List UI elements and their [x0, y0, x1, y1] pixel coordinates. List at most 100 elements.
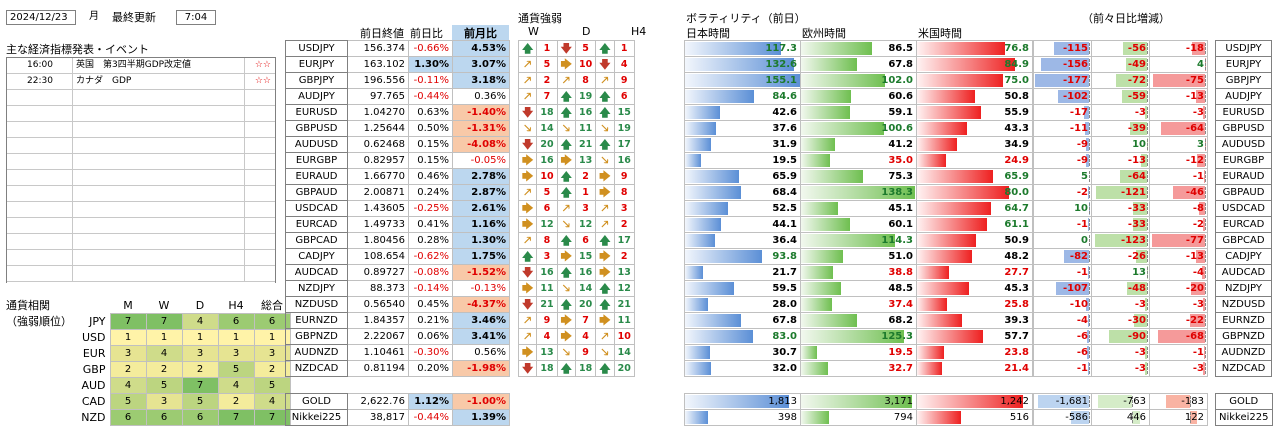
- vol-eu-cell: 59.1: [800, 104, 917, 121]
- vol-us-cell: 24.9: [916, 152, 1033, 169]
- price-row: GBPAUD 2.00871 0.24% 2.87%: [285, 184, 510, 201]
- strength-row: 🡅 1 🡇 5 🡅 1: [517, 40, 635, 57]
- vol-value: 21.4: [1004, 362, 1029, 374]
- events-title: 主な経済指標発表・イベント: [6, 43, 149, 56]
- vol-row: 42.6 59.1 55.9: [684, 104, 1033, 121]
- vol-bar: [801, 346, 818, 359]
- corr-rank: 5: [109, 393, 147, 410]
- trend-arrow-icon: 🡖: [556, 216, 576, 233]
- vol-bar: [801, 154, 830, 167]
- diff-eu-cell: 10: [1091, 136, 1150, 153]
- event-name: [73, 90, 245, 105]
- vol-value: 32.0: [772, 362, 797, 374]
- zero-line: [1146, 59, 1148, 70]
- diff-bar: [1086, 330, 1089, 343]
- strength-rank: 8: [536, 232, 558, 249]
- vol-bar: [685, 218, 722, 231]
- diff-jp-cell: -17: [1033, 104, 1092, 121]
- vol-bar: [801, 202, 839, 215]
- mom-value: 4.53%: [452, 40, 510, 57]
- vol-row: 37.6 100.6 43.3: [684, 120, 1033, 137]
- event-row: [7, 186, 275, 202]
- diff-us-cell: -13: [1149, 248, 1208, 265]
- diff-jp-cell: -6: [1033, 344, 1092, 361]
- vol-bar: [685, 170, 740, 183]
- right-label-row: GBPCAD: [1215, 232, 1272, 249]
- diff-bar: [1141, 154, 1147, 167]
- event-time: [7, 90, 73, 105]
- vol-jp-cell: 68.4: [684, 184, 801, 201]
- vol-bar: [801, 122, 884, 135]
- corr-rank: 1: [253, 329, 291, 346]
- trend-arrow-icon: 🡅: [556, 264, 576, 281]
- event-row: [7, 202, 275, 218]
- strength-rank: 8: [574, 72, 597, 89]
- vol-value: 84.9: [1004, 58, 1029, 70]
- diff-value: 3: [1197, 138, 1204, 150]
- vol-value: 59.1: [888, 106, 913, 118]
- strength-rank: 7: [536, 88, 558, 105]
- dod-header: 前日比: [410, 27, 443, 40]
- trend-arrow-icon: 🡆: [556, 328, 576, 345]
- vol-jp-cell: 155.1: [684, 72, 801, 89]
- corr-rank: 2: [181, 361, 219, 378]
- corr-rank: 6: [109, 409, 147, 426]
- pair-label: Nikkei225: [285, 409, 348, 426]
- strength-row: 🡇 18 🡅 18 🡅 20: [517, 360, 635, 377]
- diff-us-cell: -2: [1149, 216, 1208, 233]
- event-time: [7, 186, 73, 201]
- trend-arrow-icon: 🡕: [556, 72, 576, 89]
- event-name: [73, 202, 245, 217]
- zero-line: [1146, 315, 1148, 326]
- corr-rank: 4: [181, 313, 219, 330]
- close-value: 1.49733: [347, 216, 409, 233]
- vol-value: 34.9: [1004, 138, 1029, 150]
- event-stars: [245, 234, 275, 249]
- trend-arrow-icon: 🡆: [556, 152, 576, 169]
- vol-eu-header: 欧州時間: [802, 27, 846, 40]
- zero-line: [1146, 155, 1148, 166]
- diff-bar: [1126, 58, 1147, 71]
- zero-line: [1088, 123, 1090, 134]
- close-value: 38,817: [347, 409, 409, 426]
- diff-value: -9: [1076, 138, 1088, 150]
- vol-bar: [801, 58, 857, 71]
- diff-eu-cell: -64: [1091, 168, 1150, 185]
- vol-bar: [917, 411, 961, 424]
- strength-rank: 19: [574, 88, 597, 105]
- trend-arrow-icon: 🡕: [517, 72, 538, 89]
- trend-arrow-icon: 🡇: [517, 104, 538, 121]
- vol-value: 86.5: [888, 42, 913, 54]
- pair-label: AUDCAD: [1215, 264, 1272, 281]
- zero-line: [1146, 187, 1148, 198]
- diff-jp-cell: -156: [1033, 56, 1092, 73]
- mom-value: 3.41%: [452, 328, 510, 345]
- diff-us-cell: -75: [1149, 72, 1208, 89]
- diff-value: 4: [1197, 58, 1204, 70]
- pair-label: GBPUSD: [285, 120, 348, 137]
- vol-row: 59.5 48.5 45.3: [684, 280, 1033, 297]
- strength-rank: 13: [574, 152, 597, 169]
- diff-jp-cell: 0: [1033, 232, 1092, 249]
- diff-bar: [1135, 250, 1147, 263]
- zero-line: [1204, 251, 1206, 262]
- dod-value: 1.12%: [408, 393, 453, 410]
- dod-value: 0.15%: [408, 136, 453, 153]
- right-label-row: NZDJPY: [1215, 280, 1272, 297]
- price-row: NZDCAD 0.81194 0.20% -1.98%: [285, 360, 510, 377]
- right-label-row: Nikkei225: [1215, 409, 1273, 426]
- close-value: 0.81194: [347, 360, 409, 377]
- dod-value: -0.44%: [408, 88, 453, 105]
- event-time: 16:00: [7, 58, 73, 73]
- diff-bar: [1189, 411, 1197, 424]
- strength-row: 🡇 20 🡅 21 🡅 17: [517, 136, 635, 153]
- event-row: [7, 154, 275, 170]
- strength-rank: 10: [536, 168, 558, 185]
- zero-line: [1088, 315, 1090, 326]
- dod-value: 1.30%: [408, 56, 453, 73]
- diff-value: -107: [1062, 282, 1088, 294]
- vol-bar: [917, 314, 963, 327]
- vol-value: 48.5: [888, 282, 913, 294]
- diff-bar: [1173, 186, 1205, 199]
- trend-arrow-icon: 🡅: [556, 184, 576, 201]
